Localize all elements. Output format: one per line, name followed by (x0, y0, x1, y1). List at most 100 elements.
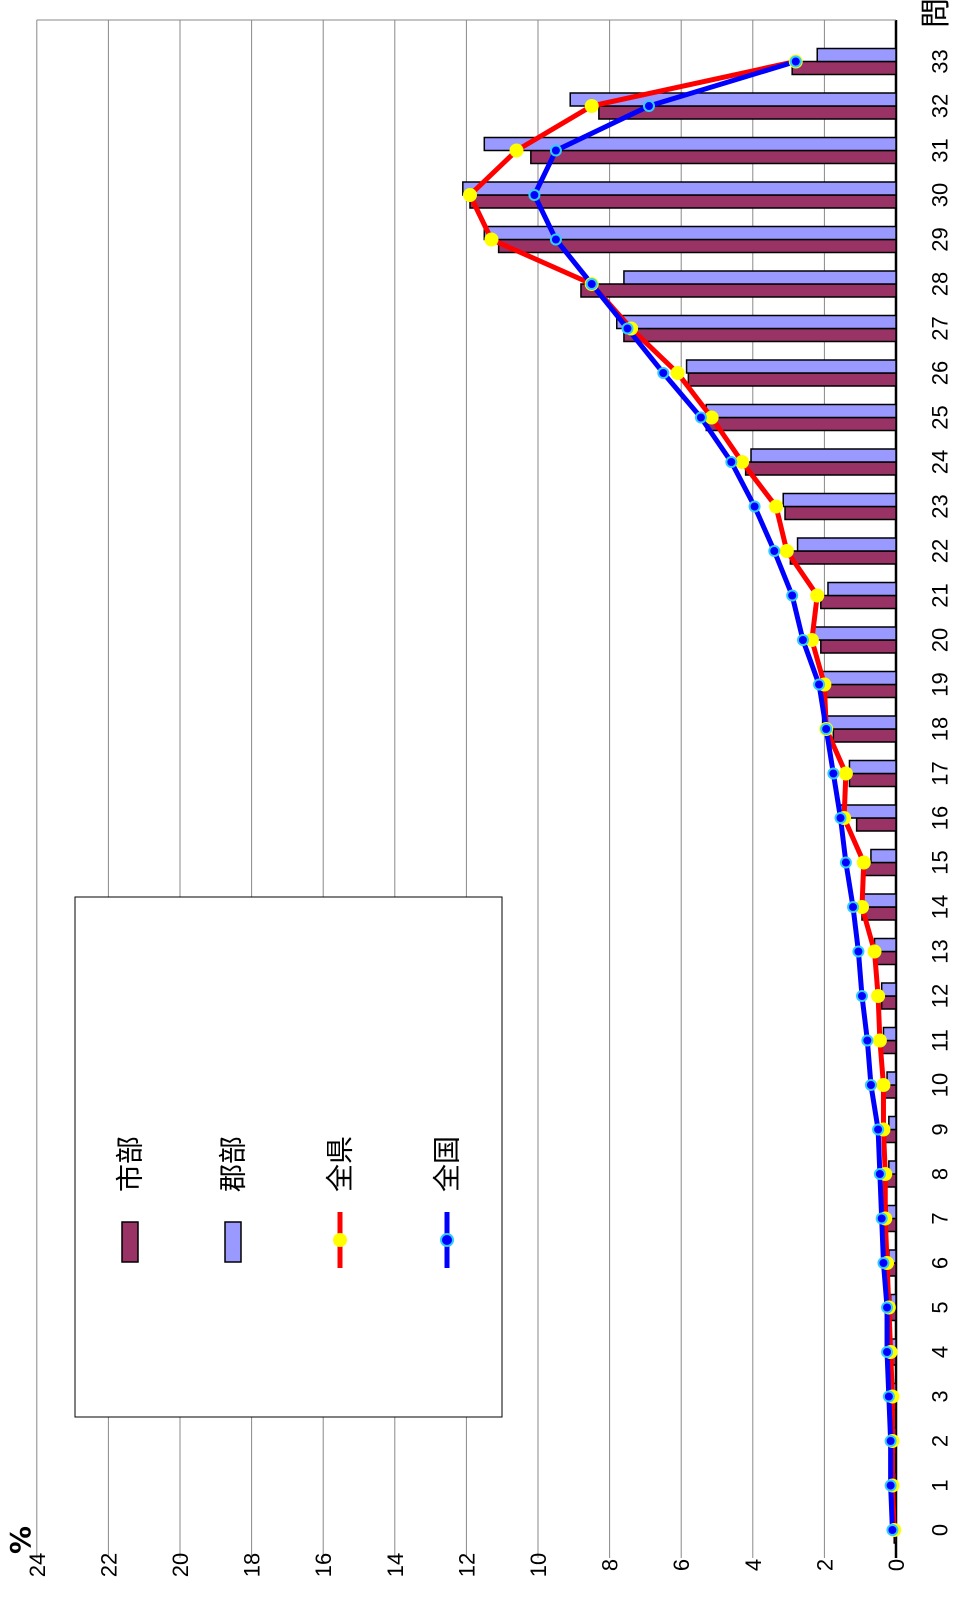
category-tick-label: 7 (928, 1212, 953, 1224)
point-zenkoku (585, 278, 598, 290)
category-tick-label: 3 (928, 1390, 953, 1402)
axis-labels: 024681012141618202224%問01234567891011121… (4, 0, 954, 1577)
value-axis-unit: % (4, 1526, 37, 1554)
category-tick-label: 12 (928, 984, 953, 1008)
bar-gunbu (827, 581, 897, 597)
point-zenkoku (886, 1524, 899, 1536)
point-zenkoku (881, 1301, 894, 1314)
value-tick-label: 14 (383, 1553, 408, 1577)
bar-gunbu (888, 1160, 897, 1175)
point-zenkoku (549, 233, 562, 246)
point-zenken (670, 366, 685, 380)
bar-gunbu (623, 270, 897, 285)
point-zenkoku (657, 367, 670, 379)
point-zenkoku (748, 500, 761, 513)
point-zenken (484, 232, 499, 247)
legend-swatch-gunbu (224, 1221, 242, 1263)
category-tick-label: 20 (928, 628, 953, 652)
bar-shibu (791, 60, 897, 76)
value-tick-label: 20 (168, 1553, 193, 1577)
gridlines (36, 19, 898, 1558)
point-zenkoku (786, 589, 799, 602)
point-zenkoku (864, 1079, 877, 1091)
bars (462, 47, 897, 1544)
point-zenkoku (834, 812, 847, 824)
category-tick-label: 4 (928, 1346, 953, 1358)
legend-marker-zenkoku (440, 1233, 454, 1247)
bar-shibu (623, 327, 897, 343)
legend-label: 郡部 (217, 1136, 250, 1192)
legend: 市部 郡部 全県 全国 (74, 896, 503, 1418)
category-tick-label: 10 (928, 1073, 953, 1097)
point-zenkoku (621, 322, 634, 335)
point-zenken (872, 1033, 887, 1048)
category-tick-label: 22 (928, 539, 953, 563)
bar-gunbu (821, 715, 897, 730)
bar-gunbu (483, 136, 897, 152)
point-zenken (584, 99, 599, 113)
value-tick-label: 2 (812, 1559, 837, 1571)
point-zenkoku (813, 678, 826, 691)
bar-gunbu (811, 626, 897, 641)
category-tick-label: 1 (928, 1479, 953, 1491)
category-tick-label: 26 (928, 361, 953, 385)
category-tick-label: 27 (928, 316, 953, 340)
value-tick-label: 12 (454, 1553, 479, 1577)
bar-shibu (848, 772, 897, 788)
bar-gunbu (685, 359, 897, 374)
point-zenkoku (884, 1435, 897, 1447)
category-tick-label: 23 (928, 494, 953, 518)
category-tick-label: 14 (928, 895, 953, 919)
legend-label: 市部 (114, 1136, 147, 1192)
legend-marker-zenken (333, 1233, 347, 1247)
bar-shibu (687, 372, 897, 387)
point-zenken (462, 188, 477, 202)
bar-shibu (820, 639, 897, 654)
bar-gunbu (816, 47, 897, 63)
bar-shibu (789, 550, 897, 565)
category-tick-label: 29 (928, 227, 953, 251)
point-zenkoku (882, 1390, 895, 1403)
bar-gunbu (888, 1115, 897, 1131)
bar-shibu (855, 817, 897, 832)
point-zenken (779, 544, 794, 558)
category-tick-label: 18 (928, 717, 953, 741)
point-zenkoku (796, 634, 809, 646)
point-zenkoku (847, 901, 860, 913)
category-tick-label: 31 (928, 138, 953, 162)
legend-swatch-shibu (121, 1221, 139, 1263)
bar-gunbu (870, 848, 897, 864)
category-tick-label: 9 (928, 1123, 953, 1135)
bar-shibu (832, 728, 897, 743)
point-zenkoku (642, 100, 655, 112)
category-tick-label: 11 (928, 1029, 953, 1052)
bar-shibu (744, 461, 897, 476)
point-zenken (810, 588, 825, 603)
bar-gunbu (848, 759, 897, 775)
value-tick-label: 4 (741, 1559, 766, 1571)
category-tick-label: 0 (928, 1524, 953, 1536)
point-zenken (509, 143, 524, 158)
bar-gunbu (483, 225, 897, 241)
lines (462, 54, 902, 1537)
value-tick-label: 16 (311, 1553, 336, 1577)
category-tick-label: 16 (928, 806, 953, 830)
point-zenken (735, 455, 750, 469)
bar-gunbu (880, 982, 897, 997)
bar-gunbu (462, 181, 897, 196)
bar-gunbu (882, 1026, 897, 1042)
point-zenken (876, 1078, 891, 1092)
category-tick-label: 17 (928, 761, 953, 785)
point-zenkoku (877, 1257, 890, 1269)
point-zenken (838, 766, 853, 781)
category-tick-label: 2 (928, 1435, 953, 1447)
bar-gunbu (886, 1071, 897, 1086)
category-tick-label: 28 (928, 272, 953, 296)
bar-gunbu (821, 670, 897, 686)
category-tick-label: 25 (928, 405, 953, 429)
value-tick-label: 10 (526, 1553, 551, 1577)
point-zenkoku (839, 856, 852, 869)
value-tick-label: 22 (96, 1553, 121, 1577)
point-zenkoku (725, 456, 738, 468)
